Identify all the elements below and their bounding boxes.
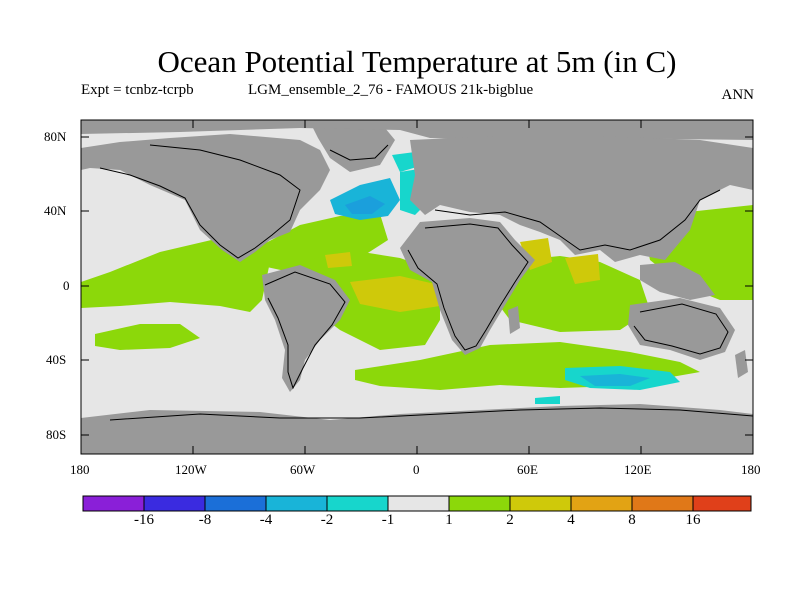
equatorial-atlantic-strong-warm	[350, 276, 440, 312]
new-zealand-land	[735, 350, 748, 378]
lat-label-80s: 80S	[46, 427, 67, 442]
lat-label-0: 0	[63, 278, 70, 293]
colorbar	[82, 495, 752, 512]
lat-label-80n: 80N	[44, 129, 67, 144]
coastlines	[99, 144, 753, 421]
madagascar-land	[508, 306, 520, 334]
colorbar-segment-8	[510, 496, 571, 511]
south-atlantic-cool-dot	[535, 396, 560, 404]
eurasia-land	[410, 136, 753, 262]
lon-label-60w: 60W	[290, 462, 316, 477]
lat-label-40s: 40S	[46, 352, 67, 367]
period-label: ANN	[721, 87, 755, 103]
latitude-ticks	[81, 136, 753, 436]
colorbar-label-1: 1	[445, 512, 453, 528]
pacific-date-line-warm-band	[700, 262, 753, 300]
colorbar-segment-10	[632, 496, 693, 511]
map-title: Ocean Potential Temperature at 5m (in C)	[157, 44, 677, 79]
experiment-label: Expt = tcnbz-tcrpb	[81, 82, 194, 98]
lon-label-0: 0	[413, 462, 420, 477]
southern-indian-cool-core	[580, 374, 650, 386]
colorbar-frame	[82, 495, 752, 512]
colorbar-segment-5	[327, 496, 388, 511]
colorbar-segment-2	[144, 496, 205, 511]
lon-label-180w: 180	[70, 462, 90, 477]
colorbar-label-16: 16	[685, 512, 701, 528]
warm-anomaly-regions	[81, 205, 753, 390]
southeast-asia-islands	[640, 262, 715, 300]
africa-land	[400, 218, 535, 355]
lon-label-60e: 60E	[517, 462, 538, 477]
colorbar-segment-11	[693, 496, 751, 511]
colorbar-label-8: 8	[628, 512, 636, 528]
colorbar-segment-9	[571, 496, 632, 511]
colorbar-segment-7	[449, 496, 510, 511]
colorbar-label-neg16: -16	[134, 512, 154, 528]
cool-anomaly-regions	[330, 152, 680, 404]
colorbar-segment-4	[266, 496, 327, 511]
colorbar-label-neg8: -8	[198, 512, 212, 528]
indian-ocean-warm-area	[495, 256, 650, 332]
arctic-land-strip	[81, 120, 753, 140]
caribbean-strong-warm	[325, 252, 352, 268]
north-atlantic-strong-cool	[345, 196, 385, 214]
colorbar-segment-3	[205, 496, 266, 511]
lat-label-40n: 40N	[44, 203, 67, 218]
experiment-subtitle: LGM_ensemble_2_76 - FAMOUS 21k-bigblue	[248, 82, 534, 98]
australia-land	[628, 298, 735, 360]
longitude-ticks	[192, 120, 642, 454]
north-america-land	[81, 134, 330, 262]
colorbar-label-neg1: -1	[381, 512, 395, 528]
colorbar-label-neg2: -2	[320, 512, 334, 528]
colorbar-segment-1	[83, 496, 144, 511]
greenland-land	[310, 122, 395, 172]
south-pacific-warm-patch	[95, 324, 200, 350]
colorbar-label-4: 4	[567, 512, 575, 528]
lon-label-120e: 120E	[624, 462, 652, 477]
bay-of-bengal-strong-warm	[565, 254, 600, 284]
colorbar-segment-6	[388, 496, 449, 511]
colorbar-label-2: 2	[506, 512, 514, 528]
colorbar-label-neg4: -4	[259, 512, 273, 528]
south-america-land	[262, 265, 350, 392]
lon-label-180e: 180	[741, 462, 761, 477]
lon-label-120w: 120W	[175, 462, 207, 477]
east-pacific-warm-band	[81, 238, 270, 312]
